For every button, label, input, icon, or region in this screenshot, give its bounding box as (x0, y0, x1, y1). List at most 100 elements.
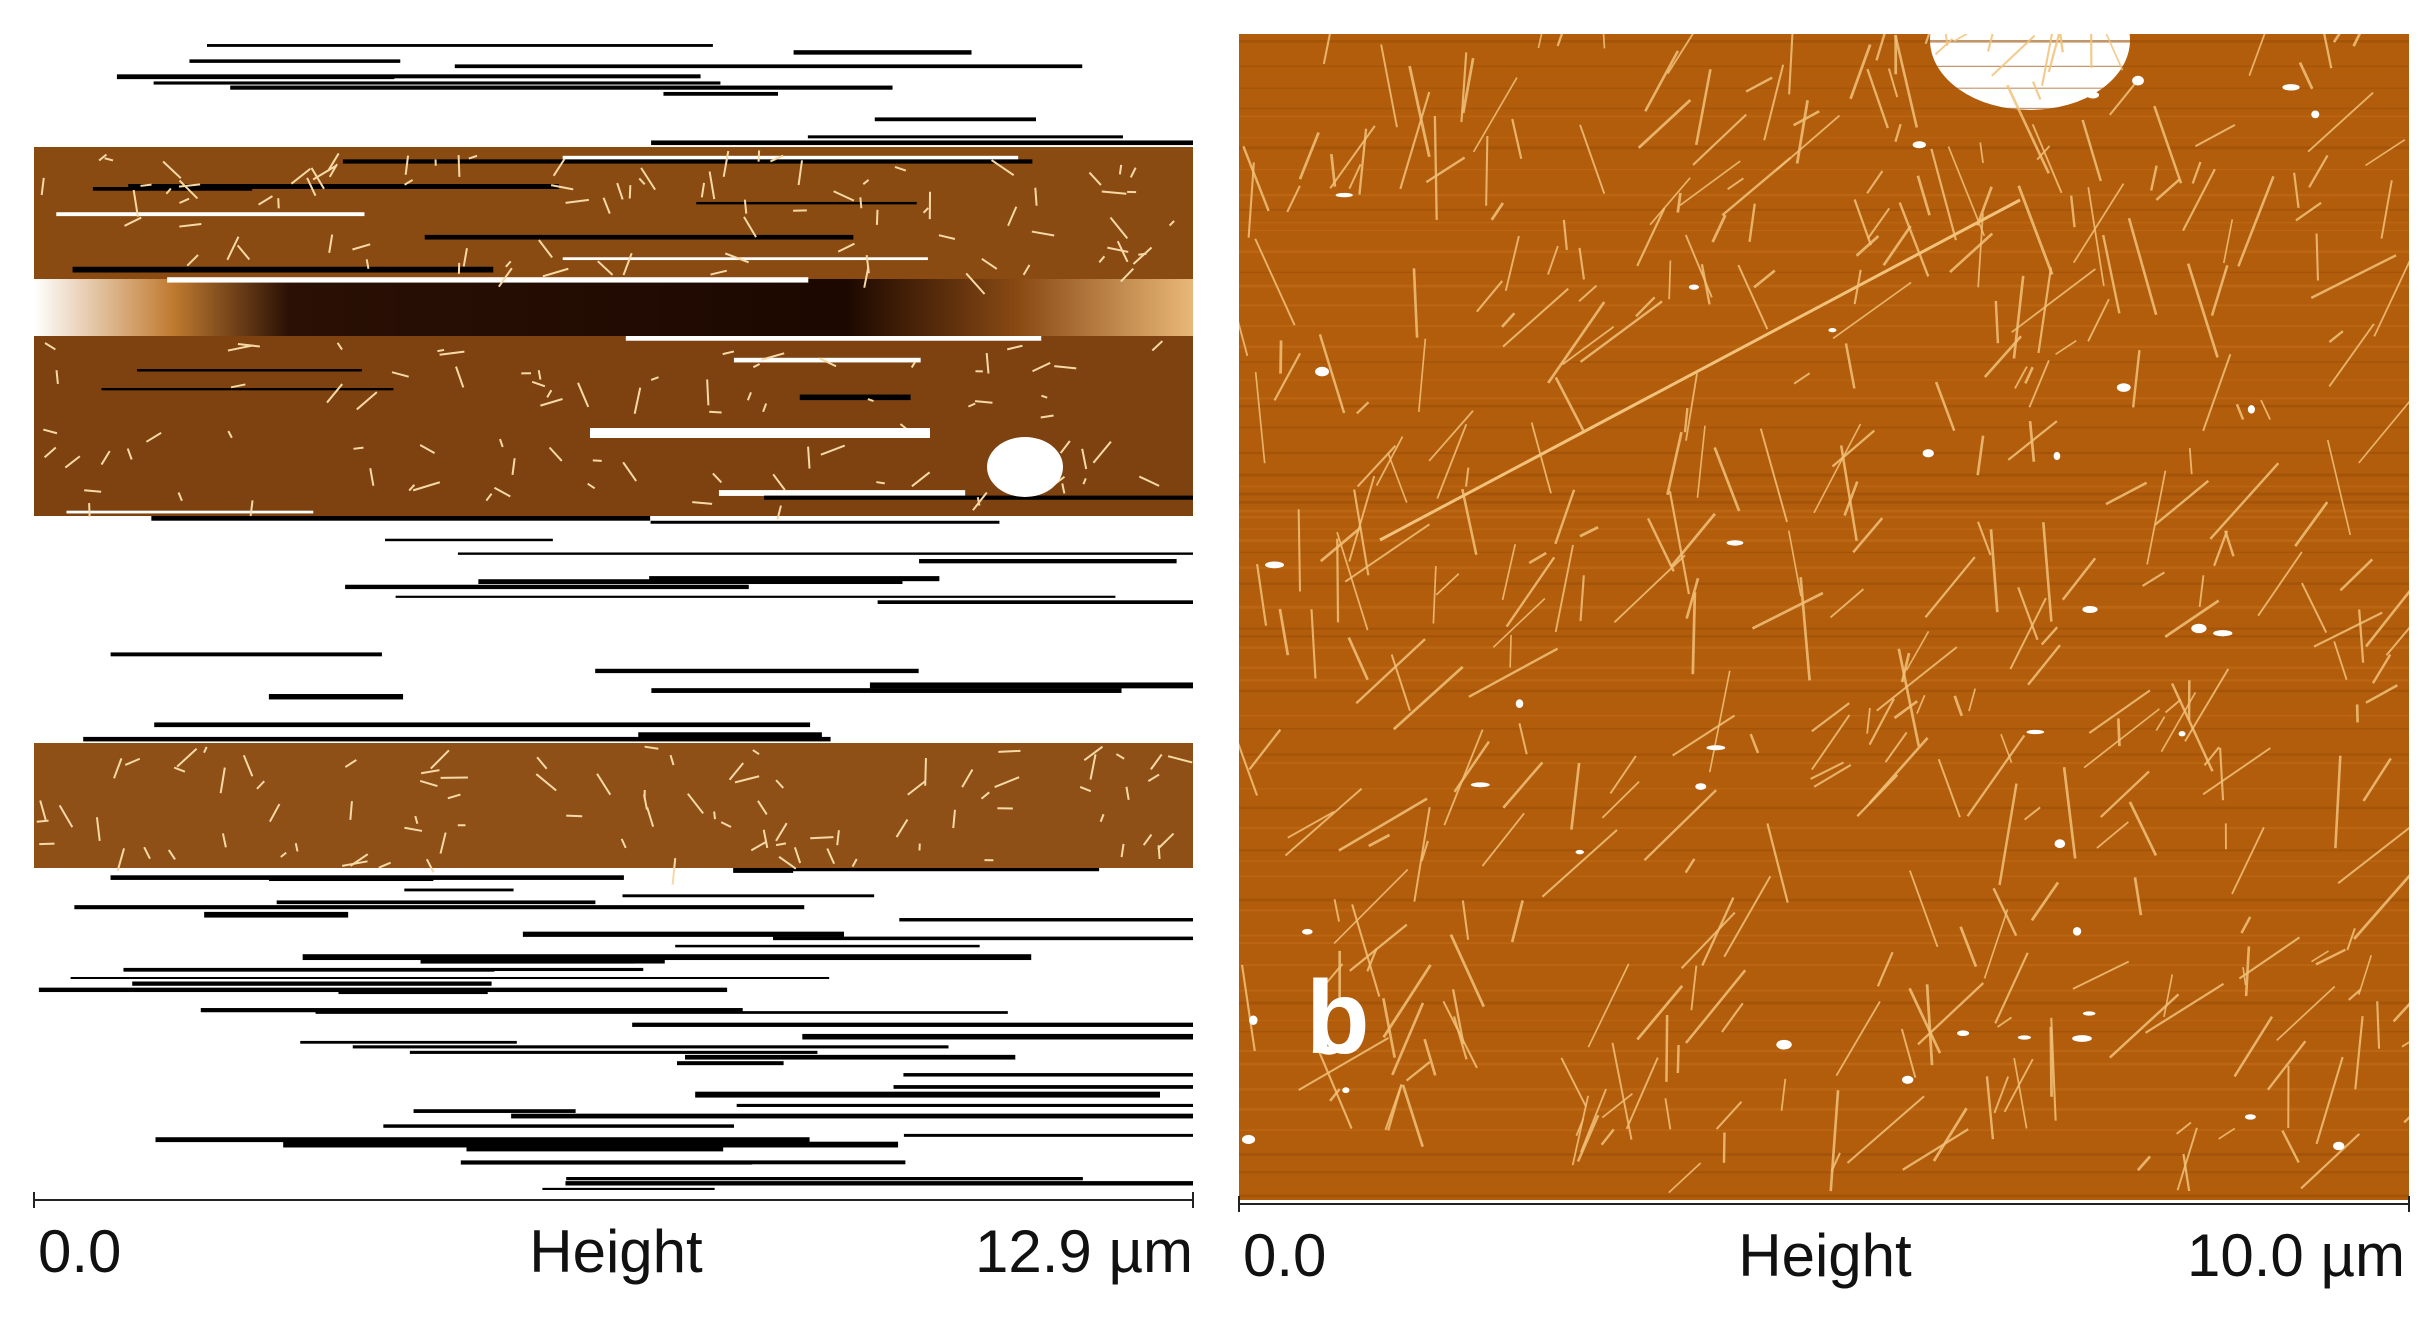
scan-streak (303, 954, 1032, 960)
scan-line (1239, 209, 2409, 211)
fiber (1299, 509, 1300, 591)
scan-streak (269, 879, 433, 881)
scan-streak (316, 1011, 1008, 1014)
scan-streak (128, 883, 567, 885)
scan-line (1239, 1050, 2409, 1052)
scan-streak (343, 159, 1032, 163)
scan-line (1239, 635, 2409, 637)
fiber (1510, 635, 1511, 668)
scan-streak (595, 669, 918, 673)
scan-line (1239, 222, 2409, 223)
scan-line (1239, 501, 2409, 504)
particle (1957, 1030, 1969, 1036)
fiber (810, 837, 833, 838)
scan-streak (189, 59, 400, 63)
scan-streak (353, 1045, 949, 1048)
scan-streak (145, 634, 402, 639)
scan-line (1239, 666, 2409, 669)
scan-line (1239, 582, 2409, 584)
fiber (745, 200, 746, 214)
fiber (707, 380, 708, 406)
particle (2245, 1114, 2256, 1119)
particle (2087, 92, 2099, 99)
fiber (877, 210, 878, 225)
fiber (57, 370, 58, 384)
scan-streak (83, 737, 830, 742)
scan-line (1239, 516, 2409, 518)
scan-streak (651, 688, 1121, 693)
scan-streak (93, 187, 252, 191)
fiber (1666, 1015, 1667, 1082)
scan-streak (675, 945, 979, 948)
scale-title: Height (1738, 1222, 1912, 1289)
scale-end: 12.9 µm (975, 1218, 1193, 1285)
scale-end: 10.0 µm (2187, 1222, 2405, 1289)
scan-streak (230, 86, 892, 90)
scan-streak (284, 1195, 425, 1197)
scan-streak (523, 525, 1302, 529)
image-band (34, 743, 1193, 868)
scan-streak (634, 964, 1223, 969)
scan-streak (831, 998, 1224, 1000)
scan-streak (693, 566, 1007, 569)
scan-line (1239, 474, 2409, 477)
scan-streak (752, 1164, 1045, 1166)
scan-streak (66, 511, 313, 514)
scan-line (1239, 1088, 2409, 1091)
scan-line (1239, 194, 2409, 196)
scan-streak (685, 1055, 1015, 1060)
scan-streak (840, 617, 1155, 621)
scan-streak (606, 1081, 1201, 1084)
scan-line (1239, 345, 2409, 348)
scale-bar-a: 0.0 Height 12.9 µm (34, 1192, 1193, 1285)
scan-streak (793, 871, 1183, 876)
scan-line (1239, 325, 2409, 327)
scan-line (1239, 397, 2409, 399)
afm-image-b (1229, 0, 2429, 1200)
scan-streak (151, 516, 650, 521)
scan-line (1239, 909, 2409, 911)
scan-line (1239, 116, 2409, 118)
scan-streak (324, 128, 920, 133)
scan-streak (277, 900, 596, 904)
particle (1302, 929, 1313, 935)
scan-streak (154, 81, 721, 84)
fiber (437, 350, 444, 351)
scan-streak (421, 959, 665, 964)
scan-streak (365, 55, 1108, 59)
scan-streak (137, 369, 362, 371)
scan-streak (297, 97, 739, 100)
scan-streak (338, 991, 487, 994)
scan-line (1239, 762, 2409, 764)
scan-streak (245, 1128, 966, 1132)
scan-streak (467, 1146, 724, 1152)
scale-title: Height (529, 1218, 703, 1285)
scan-streak (563, 257, 928, 260)
scan-streak (345, 585, 749, 589)
scan-streak (167, 277, 808, 282)
scan-streak (455, 64, 1082, 68)
fiber (353, 448, 363, 449)
scan-line (1239, 1002, 2409, 1005)
fiber (2051, 1027, 2052, 1097)
scan-streak (919, 559, 1177, 563)
scan-streak (458, 552, 1205, 554)
scan-streak (737, 661, 1186, 665)
fiber (860, 197, 861, 208)
fiber (2118, 718, 2119, 746)
scan-streak (494, 971, 1154, 975)
particle (2179, 731, 2186, 736)
particle (2073, 927, 2081, 936)
image-blob (987, 437, 1063, 497)
fiber (39, 844, 54, 845)
fiber (37, 821, 49, 822)
scale-bar-b: 0.0 Height 10.0 µm (1239, 1196, 2409, 1289)
scan-line (1239, 690, 2409, 692)
scan-line (1239, 754, 2409, 756)
scan-line (1239, 452, 2409, 454)
fiber (759, 150, 760, 161)
scan-streak (695, 1092, 1160, 1098)
particle (2055, 839, 2066, 848)
scan-line (1239, 788, 2409, 789)
